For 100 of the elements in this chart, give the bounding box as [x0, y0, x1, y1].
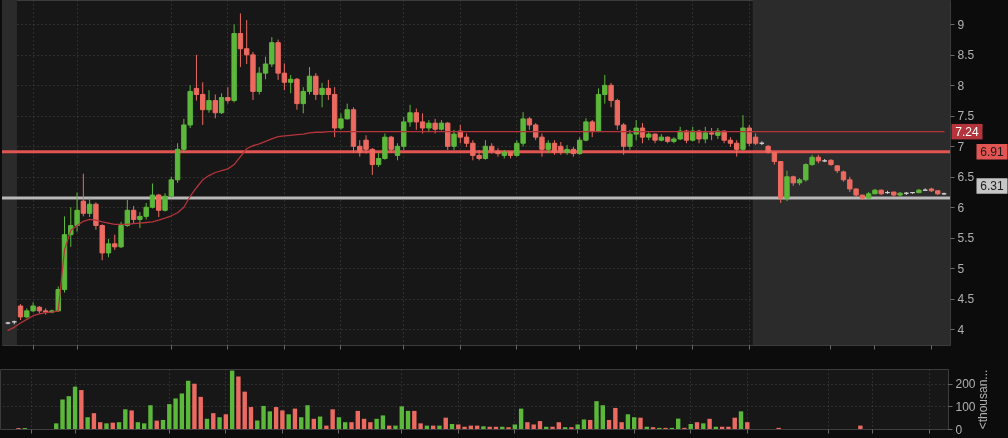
bar: [355, 410, 360, 429]
candlestick: [445, 121, 451, 151]
bar: [399, 406, 404, 429]
bar: [129, 410, 134, 429]
bar: [72, 386, 78, 429]
bar: [606, 419, 612, 429]
candlestick: [313, 72, 319, 101]
y-tick-label: 7: [957, 139, 965, 154]
bar: [60, 399, 65, 429]
bar: [123, 409, 128, 429]
bar: [858, 425, 863, 429]
bar: [405, 410, 411, 429]
bar: [91, 413, 97, 429]
y-tick-label: 8: [957, 78, 965, 93]
bar: [54, 423, 59, 429]
bar: [688, 424, 693, 429]
bar: [349, 422, 354, 429]
candlestick: [80, 173, 87, 217]
bar: [141, 423, 147, 429]
bar: [738, 411, 744, 429]
y-tick-label: 4.5: [957, 292, 975, 307]
bar: [98, 422, 103, 429]
bar: [104, 423, 109, 429]
candlestick: [784, 170, 790, 202]
bar: [135, 422, 141, 429]
bar: [343, 422, 348, 429]
bar: [85, 417, 90, 429]
candlestick: [451, 129, 457, 151]
y-axis-title: <thousan...: [975, 369, 990, 430]
bar: [261, 405, 266, 429]
candlestick: [482, 139, 489, 161]
bar: [192, 383, 197, 429]
bar: [575, 424, 580, 429]
candlestick: [212, 93, 218, 119]
bar: [600, 405, 605, 429]
candlestick: [86, 197, 93, 218]
y-tick-label: 100: [955, 399, 976, 414]
bar: [179, 393, 185, 429]
bar: [368, 422, 373, 429]
candlestick: [206, 89, 212, 114]
y-tick-label: 4: [957, 322, 965, 337]
bar: [280, 410, 285, 429]
y-tick-label: 5.5: [957, 231, 975, 246]
bar: [707, 418, 712, 429]
y-tick-label: 6.5: [957, 170, 975, 185]
bar: [581, 419, 587, 429]
ref-line-label: 6.91: [980, 144, 1004, 159]
bar: [594, 401, 599, 429]
candlestick: [740, 114, 746, 152]
candlestick: [287, 74, 294, 94]
y-tick-label: 7.5: [957, 109, 975, 124]
y-tick-label: 8.5: [957, 48, 975, 63]
bar: [550, 426, 555, 429]
candlestick: [105, 238, 112, 258]
bar: [211, 413, 216, 429]
bar: [481, 426, 486, 429]
y-tick-label: 6: [957, 200, 965, 215]
bar: [66, 396, 71, 429]
bar: [305, 405, 310, 429]
bar: [267, 411, 273, 429]
bar: [556, 422, 562, 429]
bar: [185, 380, 191, 429]
bar: [462, 426, 467, 429]
bar: [726, 426, 731, 429]
y-tick-label: 0: [955, 422, 963, 437]
bar: [449, 424, 455, 429]
bar: [198, 396, 203, 429]
bar: [745, 422, 750, 429]
bar: [456, 424, 461, 429]
bar: [380, 415, 386, 429]
y-tick-label: 200: [955, 377, 976, 392]
bar: [217, 417, 222, 429]
bar: [625, 414, 631, 429]
bar: [537, 421, 543, 429]
bar: [148, 405, 153, 429]
bar: [632, 417, 637, 429]
bar: [437, 425, 442, 429]
bar: [336, 417, 342, 429]
bar: [638, 417, 643, 429]
bar: [273, 407, 279, 429]
bar: [588, 419, 593, 429]
bar: [694, 422, 700, 429]
bar: [286, 414, 291, 429]
text: 6.31: [980, 179, 1004, 193]
bar: [374, 418, 379, 429]
bar: [160, 419, 166, 429]
bar: [248, 407, 254, 429]
y-tick-label: 9: [957, 17, 965, 32]
bar: [223, 414, 229, 429]
bar: [299, 417, 304, 429]
data-label: 7.24: [955, 124, 979, 139]
candlestick: [564, 144, 570, 156]
bar: [393, 425, 398, 429]
bar: [701, 423, 706, 429]
candlestick: [218, 92, 225, 115]
candlestick: [319, 82, 325, 108]
bar: [229, 370, 235, 429]
bar: [512, 424, 518, 429]
y-tick-label: 5: [957, 261, 965, 276]
bar: [116, 422, 122, 429]
